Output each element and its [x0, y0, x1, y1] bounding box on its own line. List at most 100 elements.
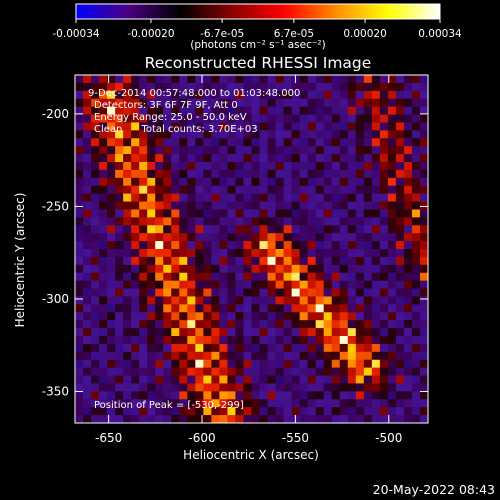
heatmap-cell [131, 312, 140, 321]
heatmap-cell [203, 407, 212, 416]
heatmap-cell [203, 98, 212, 108]
heatmap-cell [339, 272, 349, 282]
heatmap-cell [387, 272, 397, 282]
heatmap-cell [371, 312, 381, 321]
heatmap-cell [323, 367, 333, 376]
heatmap-cell [179, 241, 188, 250]
heatmap-cell [211, 106, 220, 115]
heatmap-cell [163, 359, 172, 369]
heatmap-cell [83, 351, 92, 361]
annotations: 9-Dec-2014 00:57:48.000 to 01:03:48.000 … [88, 88, 300, 411]
heatmap-cell [291, 225, 301, 234]
heatmap-cell [403, 217, 413, 226]
heatmap-cell [99, 162, 108, 171]
heatmap-cell [203, 391, 212, 400]
heatmap-cell [227, 399, 236, 408]
heatmap-cell [299, 256, 309, 266]
heatmap-cell [227, 415, 236, 424]
heatmap-cell [211, 280, 220, 289]
heatmap-cell [411, 256, 421, 266]
heatmap-cell [315, 169, 325, 179]
heatmap-cell [219, 304, 228, 313]
heatmap-cell [75, 375, 84, 384]
heatmap-cell [139, 407, 148, 416]
heatmap-cell [123, 249, 132, 258]
heatmap-cell [139, 312, 148, 321]
heatmap-cell [155, 249, 164, 258]
heatmap-cell [347, 98, 357, 108]
heatmap-cell [315, 328, 325, 337]
heatmap-cell [171, 304, 180, 313]
heatmap-cell [123, 296, 132, 305]
heatmap-cell [259, 320, 268, 329]
heatmap-cell [267, 320, 276, 329]
heatmap-cell [419, 256, 429, 266]
heatmap-cell [219, 146, 228, 155]
heatmap-cell [347, 304, 357, 313]
heatmap-cell [275, 209, 284, 218]
heatmap-cell [363, 98, 373, 108]
heatmap-cell [123, 407, 132, 416]
heatmap-cell [419, 367, 429, 376]
heatmap-cell [275, 328, 284, 337]
heatmap-cell [211, 359, 220, 369]
heatmap-cell [379, 249, 389, 258]
heatmap-cell [315, 320, 325, 329]
heatmap-cell [123, 75, 132, 84]
heatmap-cell [347, 375, 357, 384]
heatmap-cell [267, 407, 276, 416]
heatmap-cell [99, 320, 108, 329]
heatmap-cell [395, 233, 405, 242]
heatmap-cell [195, 98, 204, 108]
heatmap-cell [379, 375, 389, 384]
x-tick-label: -650 [95, 431, 122, 445]
heatmap-cell [419, 193, 429, 202]
heatmap-cell [99, 359, 108, 369]
heatmap-cell [315, 241, 325, 250]
heatmap-cell [155, 351, 164, 361]
heatmap-cell [291, 233, 301, 242]
heatmap-cell [243, 209, 252, 218]
heatmap-cell [155, 169, 164, 179]
heatmap-cell [403, 343, 413, 353]
heatmap-cell [243, 177, 252, 187]
heatmap-cell [75, 122, 84, 131]
heatmap-cell [371, 256, 381, 266]
heatmap-cell [195, 106, 204, 115]
heatmap-cell [171, 375, 180, 384]
heatmap-cell [211, 122, 220, 131]
heatmap-cell [115, 130, 124, 139]
heatmap-cell [275, 249, 284, 258]
heatmap-cell [179, 351, 188, 361]
heatmap-cell [275, 256, 284, 266]
heatmap-cell [299, 122, 309, 131]
heatmap-cell [411, 225, 421, 234]
heatmap-cell [395, 82, 405, 92]
heatmap-cell [147, 169, 156, 179]
heatmap-cell [291, 288, 301, 297]
heatmap-cell [411, 296, 421, 305]
heatmap-cell [163, 351, 172, 361]
heatmap-cell [235, 343, 244, 353]
heatmap-cell [371, 162, 381, 171]
heatmap-cell [251, 343, 260, 353]
heatmap-cell [411, 233, 421, 242]
heatmap-cell [123, 146, 132, 155]
heatmap-cell [155, 415, 164, 424]
heatmap-cell [363, 264, 373, 274]
heatmap-cell [91, 336, 100, 345]
heatmap-cell [291, 138, 301, 147]
heatmap-cell [219, 367, 228, 376]
heatmap-cell [203, 320, 212, 329]
heatmap-cell [131, 193, 140, 202]
heatmap-cell [387, 399, 397, 408]
heatmap-cell [155, 272, 164, 282]
heatmap-cell [235, 383, 244, 392]
heatmap-cell [123, 162, 132, 171]
heatmap-cell [139, 359, 148, 369]
heatmap-cell [123, 241, 132, 250]
heatmap-cell [307, 130, 317, 139]
heatmap-cell [331, 320, 341, 329]
heatmap-cell [155, 82, 164, 92]
heatmap-cell [155, 209, 164, 218]
